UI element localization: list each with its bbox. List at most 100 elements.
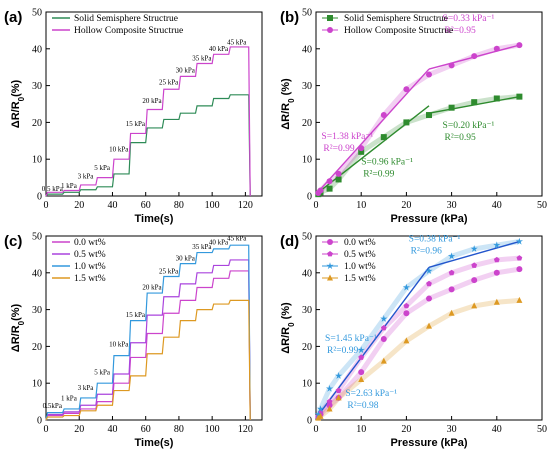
sensitivity-label: S=1.38 kPa⁻¹: [321, 132, 373, 142]
data-point: [327, 27, 333, 33]
data-point: [317, 412, 324, 419]
data-point: [317, 187, 324, 194]
y-tick-label: 50: [32, 8, 42, 19]
x-tick-label: 40: [492, 424, 502, 435]
legend-label: Solid Semisphere Structrue: [74, 14, 178, 24]
legend-label: 0.5 wt%: [344, 250, 376, 260]
x-tick-label: 30: [447, 424, 457, 435]
panel-letter: (b): [280, 9, 299, 26]
y-axis-title-part: (%): [280, 78, 292, 99]
r-squared-label: R²=0.96: [411, 247, 442, 257]
data-point: [493, 241, 501, 249]
x-tick-label: 0: [44, 200, 49, 211]
data-point: [403, 337, 410, 344]
step-label: 0.5 kPa: [42, 185, 64, 193]
x-tick-label: 60: [141, 200, 151, 211]
sensitivity-label: S=1.45 kPa⁻¹: [325, 334, 377, 344]
plot-frame: [45, 11, 263, 197]
data-point: [335, 176, 342, 183]
data-point: [426, 322, 432, 329]
y-tick-label: 20: [302, 118, 312, 129]
y-tick-label: 40: [302, 268, 312, 279]
x-tick-label: 20: [74, 424, 84, 435]
y-axis-title-sub: 0: [287, 98, 296, 103]
y-tick-label: 10: [302, 155, 312, 166]
data-point: [493, 256, 500, 263]
data-point: [448, 252, 456, 260]
data-point: [516, 255, 523, 261]
y-axis-title-part: ΔR/R: [10, 325, 22, 352]
panel-a: 0 20 40 60 80 100 12001020304050Time(s)ΔR/R0(%…: [4, 8, 263, 225]
y-tick-label: 0: [307, 416, 312, 427]
data-point: [327, 239, 333, 245]
step-label: 25 kPa: [159, 78, 179, 86]
legend-label: 1.5 wt%: [344, 274, 376, 284]
data-point: [358, 369, 365, 376]
x-tick-label: 0: [44, 424, 49, 435]
data-point: [425, 267, 433, 274]
data-point: [516, 42, 523, 49]
data-point: [335, 170, 342, 177]
fit-line: [315, 266, 430, 419]
fit-line: [315, 68, 430, 195]
data-point: [426, 295, 432, 302]
step-label: 45 kPa: [227, 38, 247, 46]
data-point: [327, 251, 333, 257]
data-point: [493, 269, 500, 276]
x-tick-label: 100: [205, 200, 220, 211]
data-point: [358, 148, 365, 155]
data-point: [426, 71, 432, 78]
y-axis-title-part: ΔR/R: [280, 103, 292, 130]
r-squared-label: R²=0.99: [327, 346, 358, 356]
x-tick-label: 80: [174, 200, 184, 211]
x-axis-title: Time(s): [135, 213, 174, 225]
sensitivity-label: S=0.33 kPa⁻¹: [443, 14, 495, 24]
data-point: [448, 286, 455, 293]
x-tick-label: 40: [107, 424, 117, 435]
series-band: [315, 239, 520, 416]
data-point: [493, 45, 500, 52]
data-point: [325, 384, 334, 392]
data-point: [471, 302, 478, 309]
y-tick-label: 10: [32, 379, 42, 390]
data-point: [448, 269, 455, 276]
x-tick-label: 40: [107, 200, 117, 211]
data-point: [335, 394, 342, 401]
data-point: [448, 104, 455, 111]
x-tick-label: 50: [537, 424, 547, 435]
y-tick-label: 0: [37, 192, 42, 203]
step-label: 35 kPa: [192, 55, 212, 63]
step-label: 15 kPa: [126, 120, 146, 128]
y-axis-title-part: (%): [10, 303, 22, 320]
x-tick-label: 100: [205, 424, 220, 435]
data-point: [471, 262, 478, 268]
x-tick-label: 10: [356, 424, 366, 435]
series-line: [45, 94, 251, 197]
data-point: [403, 302, 410, 309]
x-tick-label: 20: [401, 200, 411, 211]
step-label: 0.5kPa: [43, 402, 63, 410]
data-point: [516, 266, 523, 273]
plot-frame: [45, 235, 263, 421]
sensitivity-label: S=0.38 kPa⁻¹: [409, 235, 461, 245]
data-point: [326, 262, 334, 270]
legend-label: Hollow Composite Structrue: [344, 26, 453, 36]
data-point: [515, 237, 523, 245]
series-line: [45, 299, 251, 421]
y-tick-label: 30: [302, 305, 312, 316]
x-axis-title: Pressure (kPa): [390, 213, 467, 225]
y-tick-label: 30: [32, 81, 42, 92]
sensitivity-label: S=0.20 kPa⁻¹: [443, 121, 495, 131]
series-line: [45, 244, 251, 421]
step-label: 35 kPa: [192, 243, 212, 251]
step-label: 10 kPa: [109, 340, 129, 348]
x-tick-label: 60: [141, 424, 151, 435]
y-axis-title-sub: 0: [287, 322, 296, 327]
data-point: [493, 95, 500, 102]
legend-label: 0.5 wt%: [74, 250, 106, 260]
y-tick-label: 40: [32, 44, 42, 55]
data-point: [327, 15, 333, 21]
x-axis-title: Time(s): [135, 437, 174, 449]
x-tick-label: 50: [537, 200, 547, 211]
data-point: [326, 398, 333, 404]
